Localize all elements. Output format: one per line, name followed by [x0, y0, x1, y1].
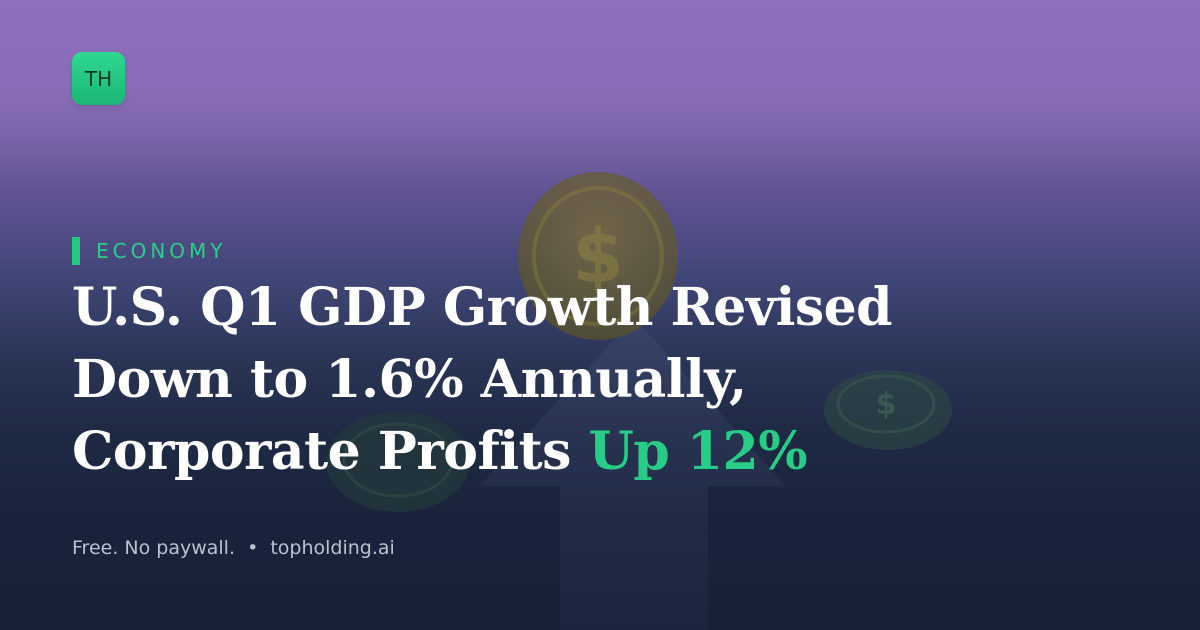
- brand-logo[interactable]: TH: [72, 52, 125, 105]
- small-coin-icon-left: [326, 412, 470, 512]
- svg-text:$: $: [876, 387, 897, 422]
- category-accent-bar: [72, 237, 80, 265]
- headline-line-3-main: Corporate Profits: [72, 421, 589, 482]
- headline-line-2: Down to 1.6% Annually,: [72, 349, 747, 410]
- logo-text: TH: [84, 66, 113, 91]
- dollar-coin-icon: $: [518, 172, 678, 340]
- headline-accent: Up 12%: [588, 421, 808, 482]
- footer-separator: •: [247, 537, 259, 559]
- headline-line-1: U.S. Q1 GDP Growth Revised: [72, 277, 893, 338]
- footer-site-link[interactable]: topholding.ai: [270, 537, 395, 559]
- category-label: ECONOMY: [96, 239, 227, 263]
- svg-text:$: $: [572, 214, 624, 300]
- small-coin-icon: $: [824, 370, 952, 450]
- up-arrow-icon: [480, 318, 786, 630]
- footer: Free. No paywall. • topholding.ai: [72, 537, 395, 559]
- headline: U.S. Q1 GDP Growth Revised Down to 1.6% …: [72, 272, 1132, 488]
- category-tag: ECONOMY: [72, 237, 227, 265]
- headline-line-3: Corporate Profits Up 12%: [72, 416, 1132, 488]
- footer-tagline: Free. No paywall.: [72, 537, 236, 559]
